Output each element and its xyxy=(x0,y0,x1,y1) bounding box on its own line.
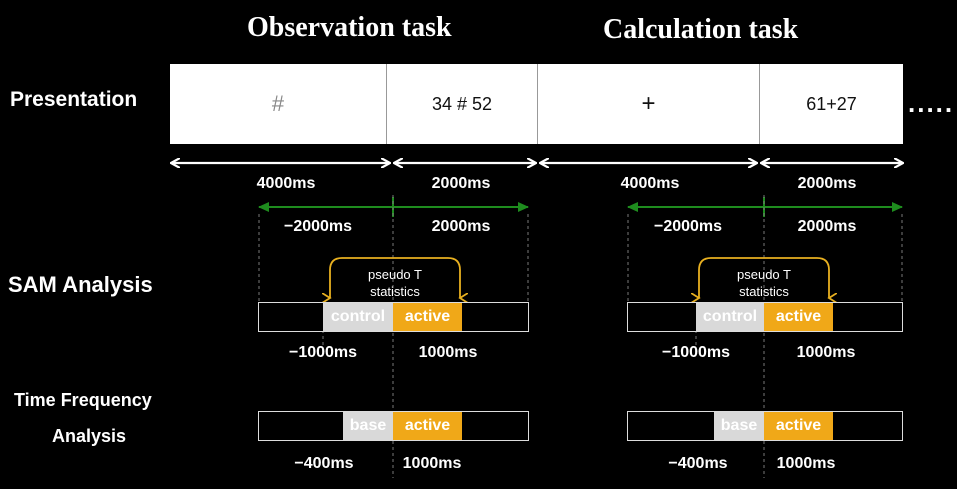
presentation-label: Presentation xyxy=(10,88,138,111)
obs-pseudo-t-bracket xyxy=(330,257,460,298)
calc-window-pre: −2000ms xyxy=(653,218,723,235)
calc-pseudo-t-bracket xyxy=(699,257,829,298)
presentation-cell-observation-stimulus: 34 # 52 xyxy=(387,64,538,144)
obs-pseudo-t-line2: statistics xyxy=(370,284,420,299)
calculation-task-title: Calculation task xyxy=(603,14,799,45)
obs-stimulus-duration: 2000ms xyxy=(431,175,491,192)
obs-tf-bar: base active xyxy=(258,411,529,441)
presentation-cell-hash: # xyxy=(170,64,387,144)
obs-pseudo-t-label: pseudo T statistics xyxy=(368,266,422,300)
obs-tf-pre: −400ms xyxy=(294,455,354,472)
calc-pseudo-t-line1: pseudo T xyxy=(737,267,791,282)
sam-analysis-label: SAM Analysis xyxy=(8,272,153,298)
calc-tf-pre: −400ms xyxy=(668,455,728,472)
calc-tf-post: 1000ms xyxy=(776,455,836,472)
calc-pseudo-t-line2: statistics xyxy=(739,284,789,299)
obs-tf-active-segment: active xyxy=(393,412,462,440)
calc-pseudo-t-label: pseudo T statistics xyxy=(737,266,791,300)
obs-sam-active-segment: active xyxy=(393,303,462,331)
obs-sam-bar: control active xyxy=(258,302,529,332)
tf-analysis-label-line1: Time Frequency xyxy=(14,390,152,410)
obs-sam-post: 1000ms xyxy=(418,344,478,361)
presentation-strip: # 34 # 52 + 61+27 xyxy=(170,64,903,144)
calc-stimulus-duration: 2000ms xyxy=(797,175,857,192)
calc-tf-bar: base active xyxy=(627,411,903,441)
obs-window-post: 2000ms xyxy=(431,218,491,235)
obs-window-pre: −2000ms xyxy=(283,218,353,235)
obs-sam-control-segment: control xyxy=(323,303,393,331)
calc-sam-bar: control active xyxy=(627,302,903,332)
calc-tf-base-segment: base xyxy=(714,412,764,440)
ellipsis: ..... xyxy=(908,88,955,118)
calc-tf-active-segment: active xyxy=(764,412,833,440)
sam-analysis-text: SAM Analysis xyxy=(8,272,153,297)
calc-sam-control-segment: control xyxy=(696,303,764,331)
calc-sam-post: 1000ms xyxy=(796,344,856,361)
obs-tf-base-segment: base xyxy=(343,412,393,440)
obs-sam-pre: −1000ms xyxy=(288,344,358,361)
observation-task-title: Observation task xyxy=(247,12,452,43)
calc-window-post: 2000ms xyxy=(797,218,857,235)
calc-sam-pre: −1000ms xyxy=(661,344,731,361)
tf-analysis-label-line2: Analysis xyxy=(52,426,127,446)
obs-tf-post: 1000ms xyxy=(402,455,462,472)
obs-pseudo-t-line1: pseudo T xyxy=(368,267,422,282)
presentation-cell-plus: + xyxy=(538,64,760,144)
calc-sam-active-segment: active xyxy=(764,303,833,331)
presentation-cell-calculation-stimulus: 61+27 xyxy=(806,93,857,114)
obs-fixation-duration: 4000ms xyxy=(256,175,316,192)
calc-fixation-duration: 4000ms xyxy=(620,175,680,192)
